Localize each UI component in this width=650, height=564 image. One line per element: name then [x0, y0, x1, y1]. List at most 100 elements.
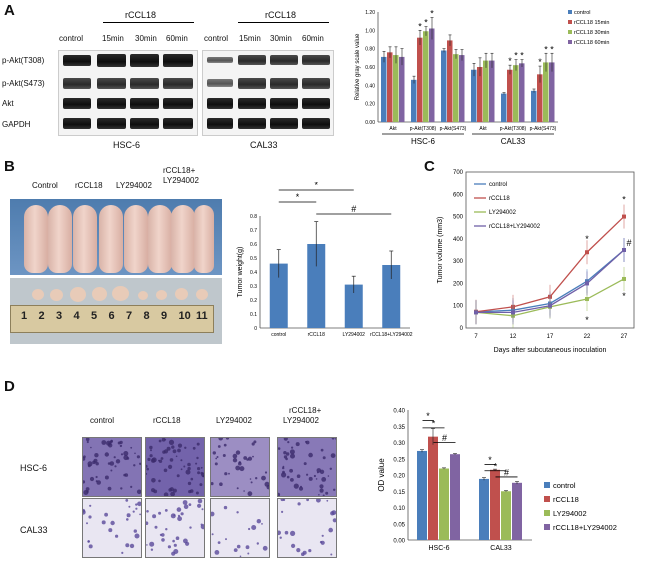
significance-mark: * [488, 455, 492, 465]
bar [489, 60, 495, 122]
bar [507, 69, 513, 122]
ruler-number: 9 [161, 310, 168, 322]
bar [381, 56, 387, 122]
bar [439, 468, 449, 540]
bar [417, 37, 423, 122]
transwell-micrograph [80, 498, 142, 558]
y-tick-label: 0.8 [250, 214, 257, 220]
x-tick-label: p-Akt(T308) [410, 126, 437, 132]
ruler-number: 1 [21, 310, 28, 322]
legend-swatch [544, 510, 550, 516]
bar [513, 65, 519, 122]
bar [429, 28, 435, 122]
lane-label: 60min [166, 34, 188, 43]
bar [549, 62, 555, 122]
panel-letter-a: A [4, 2, 15, 19]
lane-label: control [204, 34, 229, 43]
x-tick-label: 12 [510, 334, 517, 340]
bar [450, 454, 460, 540]
transwell-micrograph [276, 436, 337, 497]
akt-gray-value-chart: 0.00 0.20 0.40 0.60 0.80 1.00 1.20 Relative gra… [355, 9, 609, 147]
y-tick-label: 1.20 [365, 10, 375, 16]
legend-label: rCCL18+LY294002 [553, 523, 617, 532]
lane-label: 30min [135, 34, 157, 43]
x-tick-label: p-Akt(T308) [500, 126, 527, 132]
panel-letter-d: D [4, 378, 15, 395]
y-tick-label: 0.00 [365, 120, 375, 126]
bar [387, 52, 393, 123]
group-label: rCCL18+ [163, 166, 196, 175]
legend-label: rCCL18 [553, 495, 579, 504]
x-tick-label: 22 [584, 334, 591, 340]
bar [501, 491, 511, 540]
bar [399, 56, 405, 122]
significance-star: * [544, 44, 548, 54]
bar [269, 263, 288, 328]
bar [543, 62, 549, 122]
band-label: p-Akt(T308) [2, 56, 45, 65]
bar [490, 469, 500, 540]
group-label: Control [32, 181, 58, 190]
significance-star: * [418, 21, 422, 31]
y-tick-label: 700 [453, 170, 464, 176]
x-tick-label: rCCL18 [308, 332, 325, 338]
group-label: HSC-6 [411, 137, 436, 146]
column-label: LY294002 [216, 416, 252, 425]
blot-cal33 [202, 50, 334, 136]
y-tick-label: 0.20 [365, 102, 375, 108]
ruler-number: 3 [56, 310, 63, 322]
significance-star: * [508, 56, 512, 66]
ruler-number: 10 [178, 310, 191, 322]
bar [483, 60, 489, 122]
ruler-number: 6 [108, 310, 115, 322]
legend-label: control [553, 481, 576, 490]
x-tick-label: Akt [389, 126, 397, 132]
significance-star: * [550, 44, 554, 54]
row-label: CAL33 [20, 525, 48, 535]
lane-label: 15min [239, 34, 261, 43]
legend-swatch [568, 40, 572, 44]
legend-label: rCCL18 30min [574, 30, 609, 36]
bar [512, 482, 522, 540]
y-tick-label: 300 [453, 259, 464, 265]
y-tick-label: 0.1 [250, 312, 257, 318]
significance-mark: * [622, 195, 626, 205]
blot-header-hsc6: rCCL18 [125, 10, 157, 20]
y-axis-label: Tumor weight(g) [237, 247, 244, 298]
transwell-micrograph [210, 435, 271, 497]
significance-star: * [520, 51, 524, 61]
legend-swatch [568, 10, 572, 14]
bar [459, 55, 465, 123]
transwell-micrograph [144, 498, 206, 558]
y-tick-label: 0.10 [393, 506, 405, 512]
ruler-number: 8 [143, 310, 150, 322]
y-tick-label: 0.80 [365, 47, 375, 53]
transwell-micrograph [276, 497, 337, 558]
blot-cell-label-cal33: CAL33 [250, 140, 278, 150]
legend-label: rCCL18+LY294002 [489, 224, 541, 230]
od-value-chart: 0.00 0.05 0.10 0.15 0.20 0.25 0.30 0.35 0.40 OD v… [377, 409, 617, 553]
significance-mark: * [314, 182, 318, 190]
plot-frame [465, 171, 635, 329]
column-label: rCCL18 [153, 416, 181, 425]
y-tick-label: 0.25 [393, 457, 405, 463]
bar [477, 67, 483, 122]
y-tick-label: 0.6 [250, 242, 257, 248]
bar [453, 54, 459, 122]
bar [307, 244, 326, 328]
y-tick-label: 0 [254, 326, 257, 332]
y-tick-label: 0.2 [250, 298, 257, 304]
ruler-number: 11 [196, 310, 208, 322]
significance-mark: * [494, 461, 498, 471]
significance-mark: # [351, 204, 356, 214]
significance-mark: * [585, 234, 589, 244]
group-label: LY294002 [163, 176, 199, 185]
x-tick-label: LY294002 [343, 332, 366, 338]
y-tick-label: 0.40 [393, 409, 405, 415]
legend-label: control [489, 182, 507, 188]
y-axis-label: OD value [377, 458, 386, 492]
legend-label: control [574, 10, 591, 16]
transwell-micrograph [144, 437, 206, 497]
group-label: rCCL18 [75, 181, 103, 190]
bar [441, 50, 447, 122]
